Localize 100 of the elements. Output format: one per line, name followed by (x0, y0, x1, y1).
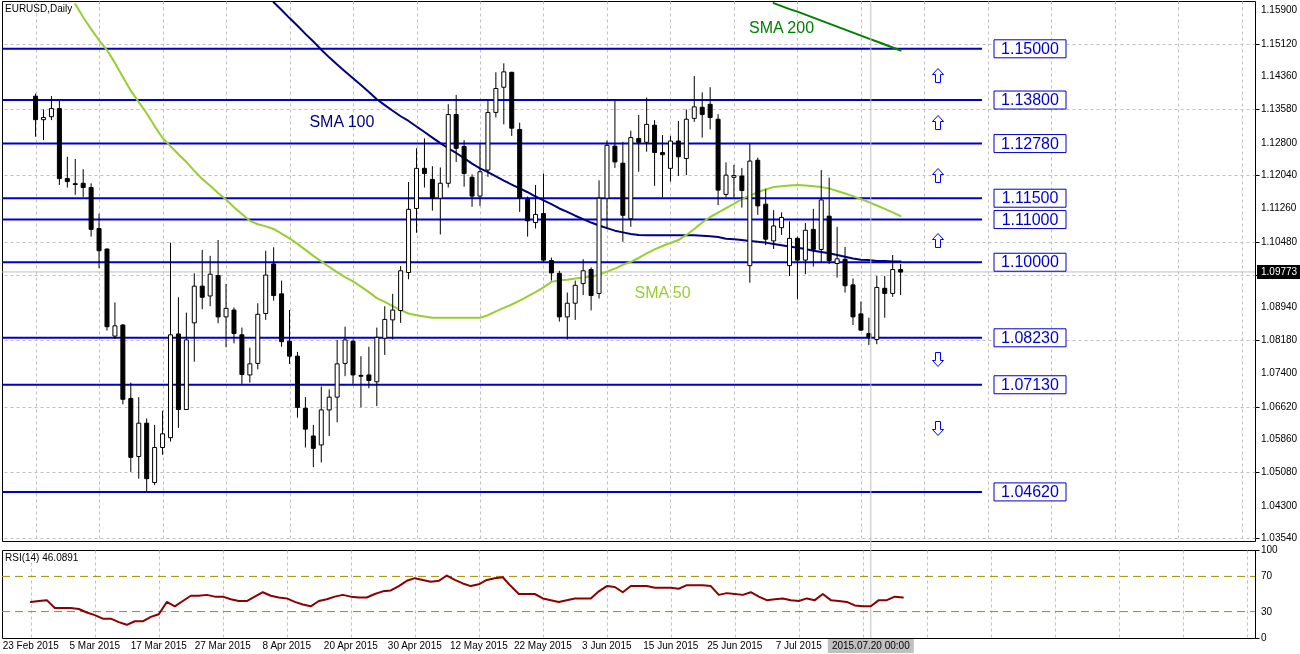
candlestick (390, 293, 396, 341)
candlestick (160, 410, 166, 456)
y-tick-label: 0 (1261, 632, 1267, 643)
candlestick (771, 209, 777, 250)
x-tick-label: 23 Feb 2015 (2, 640, 60, 651)
y-tick-label: 1.15120 (1261, 37, 1298, 49)
ref-line-label: 1.04620 (1001, 482, 1060, 500)
candlestick (96, 213, 102, 269)
x-tick-label: 5 Mar 2015 (69, 640, 121, 651)
candlestick (810, 208, 816, 268)
y-tick-label: 1.13580 (1261, 103, 1298, 115)
candlestick (890, 254, 896, 298)
y-tick-label: 1.12800 (1261, 136, 1298, 148)
candlestick (723, 161, 729, 198)
candlestick (533, 184, 539, 230)
chart-title: EURUSD,Daily (5, 3, 73, 14)
y-tick-label: 1.10480 (1261, 235, 1298, 247)
x-tick-label: 17 Mar 2015 (130, 640, 188, 651)
candlestick (358, 355, 364, 408)
candlestick (493, 71, 499, 119)
line-series (74, 2, 902, 319)
line-series (29, 574, 904, 626)
candlestick (302, 396, 308, 449)
x-tick-label: 30 Apr 2015 (387, 640, 443, 651)
candlestick (421, 137, 427, 189)
y-tick-label: 1.14360 (1261, 70, 1298, 82)
candlestick (548, 257, 554, 282)
candlestick (72, 158, 78, 196)
y-tick-label: 1.08940 (1261, 301, 1298, 313)
candlestick (731, 164, 737, 198)
candlestick (699, 91, 705, 139)
candlestick (580, 258, 586, 296)
ref-line-label: 1.12780 (1001, 134, 1060, 152)
x-tick-label: 8 Apr 2015 (262, 640, 312, 651)
candlestick (33, 93, 39, 138)
y-tick-label: 1.05860 (1261, 432, 1298, 444)
x-tick-label: 20 Apr 2015 (323, 640, 379, 651)
candlestick (660, 134, 666, 198)
y-tick-label: 1.03540 (1261, 532, 1298, 544)
y-tick-label: 1.08180 (1261, 333, 1298, 345)
candlestick (41, 108, 47, 141)
x-tick-label: 7 Jul 2015 (775, 640, 823, 651)
ref-line-label: 1.10000 (1001, 253, 1060, 271)
ref-line-label: 1.07130 (1001, 375, 1060, 393)
candlestick (366, 346, 372, 389)
series-label: SMA 50 (634, 284, 691, 302)
line-series (272, 1, 902, 263)
candlestick (866, 317, 872, 346)
x-tick-label: 15 Jun 2015 (643, 640, 699, 651)
candlestick (739, 167, 745, 209)
candlestick (794, 236, 800, 300)
x-tick-label: 22 May 2015 (513, 640, 573, 651)
x-tick-label: 25 Jun 2015 (707, 640, 763, 651)
y-tick-label: 1.07400 (1261, 367, 1298, 379)
ref-line-label: 1.11000 (1001, 210, 1059, 228)
candlestick (48, 95, 54, 121)
candlestick (310, 424, 316, 468)
y-tick-label: 1.12040 (1261, 169, 1298, 181)
x-tick-label: 12 May 2015 (449, 640, 509, 651)
y-tick-label: 1.09773 (1261, 265, 1298, 277)
chart-title: RSI(14) 46.0891 (5, 552, 79, 563)
y-tick-label: 30 (1261, 605, 1273, 617)
candlestick (231, 307, 237, 344)
candlestick (882, 275, 888, 319)
candlestick (691, 75, 697, 123)
y-tick-label: 1.15900 (1261, 4, 1298, 16)
candlestick (644, 96, 650, 153)
candlestick (564, 292, 570, 341)
x-tick-label: 27 Mar 2015 (194, 640, 252, 651)
candlestick (326, 388, 332, 437)
candlestick (437, 166, 443, 235)
y-tick-label: 70 (1261, 570, 1273, 582)
x-tick-label: 3 Jun 2015 (582, 640, 632, 651)
candlestick (112, 301, 118, 340)
candlestick (525, 196, 531, 238)
candlestick (834, 226, 840, 279)
ref-line-label: 1.13800 (1001, 91, 1060, 109)
candlestick (207, 255, 213, 307)
candlestick (501, 62, 507, 125)
series-label: SMA 200 (749, 19, 815, 36)
candlestick (429, 165, 435, 212)
ref-line-label: 1.15000 (1001, 39, 1060, 57)
candlestick (199, 249, 205, 310)
candlestick (80, 168, 86, 198)
candlestick (707, 86, 713, 130)
candlestick (342, 326, 348, 377)
series-label: SMA 100 (309, 112, 375, 130)
candlestick (612, 99, 618, 169)
candlestick (287, 309, 293, 365)
y-tick-label: 1.11260 (1261, 202, 1297, 214)
candlestick (64, 156, 70, 189)
y-tick-label: 1.04300 (1261, 499, 1298, 511)
ref-line-label: 1.08230 (1001, 328, 1060, 346)
ref-line-label: 1.11500 (1001, 189, 1059, 207)
candlestick (898, 263, 904, 296)
y-tick-label: 1.06620 (1261, 400, 1298, 412)
candlestick (247, 347, 253, 384)
x-tick-label: 2015.07.20 00:00 (831, 640, 911, 651)
candlestick (572, 280, 578, 321)
candlestick (223, 283, 229, 348)
